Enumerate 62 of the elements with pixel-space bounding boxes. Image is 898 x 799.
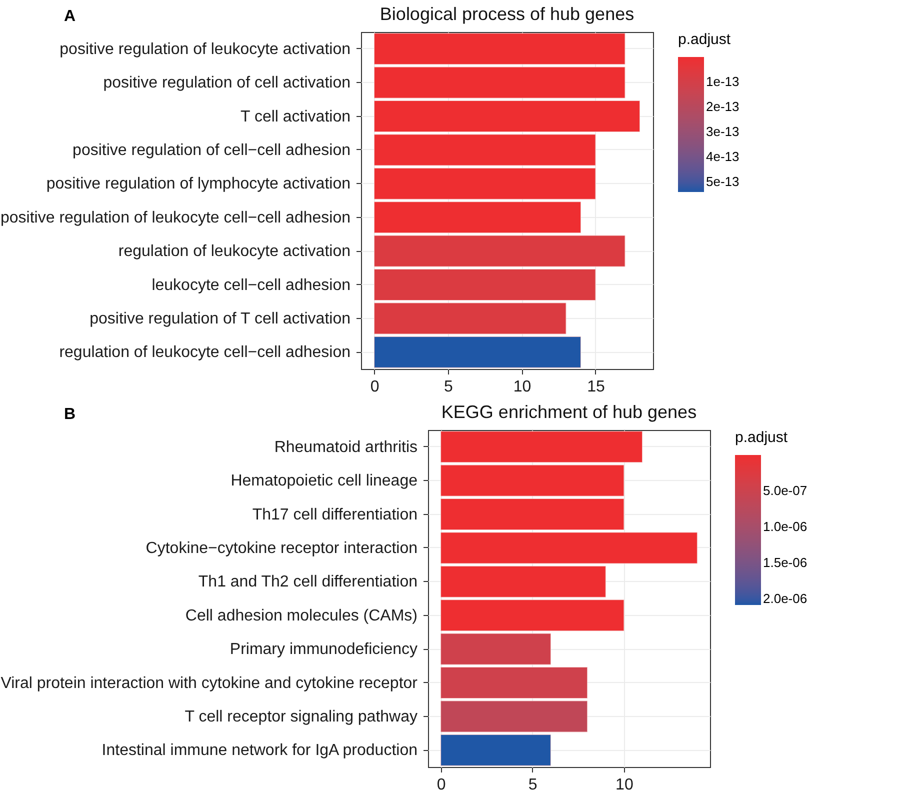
bar bbox=[440, 498, 624, 530]
y-tick-label: Intestinal immune network for IgA production bbox=[102, 742, 418, 760]
x-tick-label: 10 bbox=[616, 776, 634, 794]
color-bar-label: 1e-13 bbox=[706, 74, 740, 89]
bar bbox=[440, 566, 606, 598]
bar bbox=[374, 134, 596, 166]
color-bar-label: 1.0e-06 bbox=[763, 519, 808, 534]
x-tick-label: 15 bbox=[587, 378, 605, 396]
color-bar-label: 3e-13 bbox=[706, 124, 740, 139]
color-bar-label: 2e-13 bbox=[706, 99, 740, 114]
bar bbox=[440, 532, 698, 564]
y-tick-label: T cell receptor signaling pathway bbox=[184, 708, 418, 726]
bar bbox=[440, 464, 624, 496]
y-tick-label: positive regulation of cell activation bbox=[103, 74, 350, 92]
y-tick-label: Cell adhesion molecules (CAMs) bbox=[185, 607, 418, 624]
x-tick-label: 5 bbox=[528, 776, 538, 794]
y-tick-label: positive regulation of lymphocyte activation bbox=[46, 176, 350, 193]
color-bar-label: 5.0e-07 bbox=[763, 483, 808, 498]
y-tick-label: regulation of leukocyte activation bbox=[118, 243, 350, 260]
bar bbox=[374, 168, 596, 200]
chart-title: KEGG enrichment of hub genes bbox=[441, 402, 697, 422]
bar bbox=[374, 302, 566, 334]
bar bbox=[440, 633, 551, 665]
bar bbox=[374, 202, 581, 234]
y-tick-label: T cell activation bbox=[240, 108, 350, 126]
text: A bbox=[64, 8, 76, 26]
color-bar-label: 5e-13 bbox=[706, 174, 740, 189]
text: B bbox=[64, 406, 76, 424]
y-tick-label: Th1 and Th2 cell differentiation bbox=[198, 574, 418, 591]
y-tick-label: positive regulation of T cell activation bbox=[90, 310, 350, 328]
color-bar-title: p.adjust bbox=[735, 429, 788, 446]
y-tick-label: Cytokine−cytokine receptor interaction bbox=[146, 540, 418, 557]
y-tick-label: positive regulation of leukocyte cell−cell adhesion bbox=[0, 209, 350, 226]
y-tick-label: positive regulation of cell−cell adhesion bbox=[72, 142, 350, 159]
y-tick-label: Primary immunodeficiency bbox=[230, 641, 418, 658]
x-tick-label: 0 bbox=[436, 776, 446, 794]
color-bar-label: 2.0e-06 bbox=[763, 591, 808, 606]
bar bbox=[374, 66, 626, 98]
x-tick-label: 5 bbox=[444, 378, 454, 396]
color-bar-label: 1.5e-06 bbox=[763, 555, 808, 570]
y-tick-label: positive regulation of leukocyte activation bbox=[60, 40, 350, 58]
bar bbox=[440, 600, 624, 632]
color-bar-label: 4e-13 bbox=[706, 149, 740, 164]
bar bbox=[440, 734, 551, 766]
y-tick-label: Th17 cell differentiation bbox=[252, 506, 418, 524]
bar bbox=[374, 269, 596, 300]
bar bbox=[374, 33, 626, 65]
bar bbox=[374, 100, 640, 132]
y-tick-label: Viral protein interaction with cytokine and cytokine receptor bbox=[0, 674, 418, 692]
bar bbox=[440, 700, 588, 732]
bar bbox=[440, 667, 588, 698]
bar bbox=[440, 431, 642, 463]
color-bar-title: p.adjust bbox=[678, 31, 732, 48]
x-tick-label: 10 bbox=[513, 378, 532, 396]
bar bbox=[374, 336, 581, 368]
y-tick-label: regulation of leukocyte cell−cell adhesion bbox=[59, 344, 350, 362]
bar bbox=[374, 235, 626, 267]
x-tick-label: 0 bbox=[370, 378, 380, 396]
y-tick-label: Rheumatoid arthritis bbox=[274, 438, 418, 456]
chart-title: Biological process of hub genes bbox=[380, 4, 634, 24]
y-tick-label: Hematopoietic cell lineage bbox=[230, 472, 418, 490]
y-tick-label: leukocyte cell−cell adhesion bbox=[152, 276, 350, 294]
